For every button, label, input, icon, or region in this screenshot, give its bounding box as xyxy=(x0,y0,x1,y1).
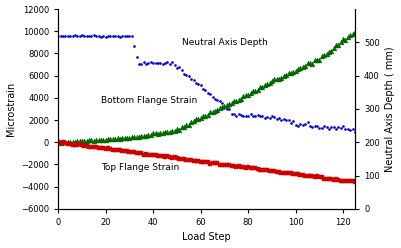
Y-axis label: Neutral Axis Depth ( mm): Neutral Axis Depth ( mm) xyxy=(385,46,395,172)
Text: Top Flange Strain: Top Flange Strain xyxy=(101,163,179,172)
X-axis label: Load Step: Load Step xyxy=(182,232,231,243)
Text: Bottom Flange Strain: Bottom Flange Strain xyxy=(101,96,197,105)
Text: Neutral Axis Depth: Neutral Axis Depth xyxy=(182,38,267,47)
Y-axis label: Microstrain: Microstrain xyxy=(6,82,16,136)
